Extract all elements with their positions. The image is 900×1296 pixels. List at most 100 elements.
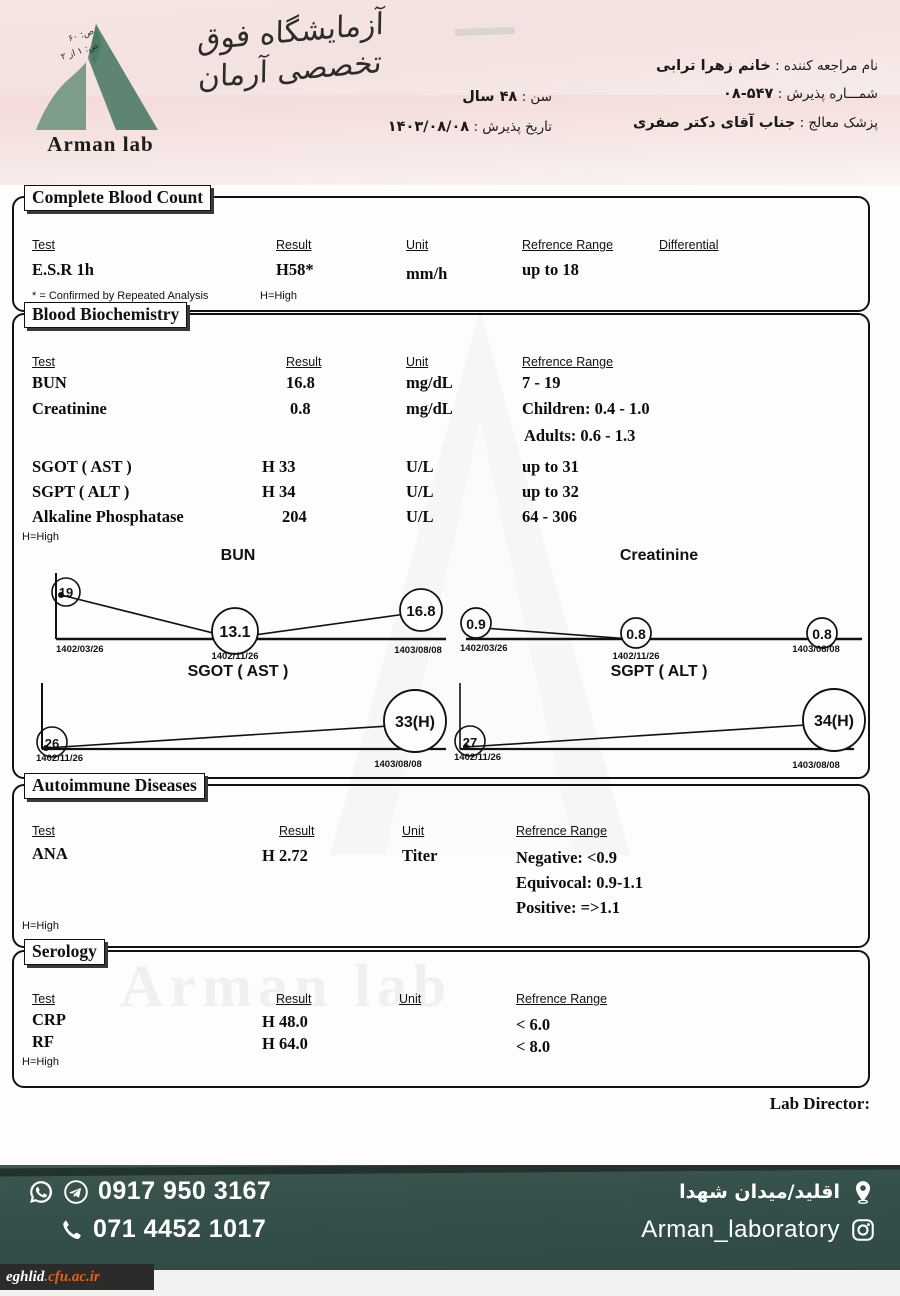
column-header-unit: Unit bbox=[406, 238, 429, 252]
table-row-sgpt-unit: U/L bbox=[406, 482, 434, 501]
paper-tint-band bbox=[0, 95, 900, 190]
table-row-sgot-reference: up to 31 bbox=[522, 457, 579, 476]
table-row-crp-test: CRP bbox=[32, 1010, 66, 1029]
table-row-sgpt-reference: up to 32 bbox=[522, 482, 579, 501]
section-title-autoimmune: Autoimmune Diseases bbox=[24, 773, 205, 799]
footnote-high-autoimmune: H=High bbox=[22, 920, 59, 932]
table-row-bun-reference: 7 - 19 bbox=[522, 373, 561, 392]
column-header-reference-sero: Refrence Range bbox=[516, 992, 608, 1006]
column-header-unit-sero: Unit bbox=[399, 992, 422, 1006]
patient-name-label: نام مراجعه کننده : bbox=[775, 58, 878, 74]
doctor-value: جناب آقای دکتر صفری bbox=[632, 114, 796, 131]
section-title-serology: Serology bbox=[24, 939, 105, 965]
chart-sgot-point-label-1: 33(H) bbox=[395, 714, 435, 731]
site-stamp: eghlid .cfu.ac.ir bbox=[0, 1264, 154, 1290]
footnote-high-biochem: H=High bbox=[22, 531, 59, 543]
lab-director-label: Lab Director: bbox=[769, 1094, 870, 1113]
chart-creatinine-point-label-2: 0.8 bbox=[812, 626, 832, 642]
section-complete-blood-count: Complete Blood Count Test Result Unit Re… bbox=[12, 185, 870, 312]
paper-body bbox=[0, 185, 900, 1160]
table-row-esr-reference: up to 18 bbox=[522, 260, 579, 279]
chart-creatinine: Creatinine 0.9 0.8 0.8 1402/03/26 1402/1… bbox=[454, 547, 864, 662]
column-header-differential: Differential bbox=[659, 238, 719, 252]
column-header-test-bio: Test bbox=[32, 355, 55, 369]
instagram-icon bbox=[850, 1217, 876, 1243]
chart-sgot: SGOT ( AST ) 26 33(H) 1402/11/26 1403/08… bbox=[28, 663, 448, 771]
footer-address-line: اقلید/میدان شهدا bbox=[641, 1179, 876, 1205]
location-pin-icon bbox=[850, 1179, 876, 1205]
table-row-esr-test: E.S.R 1h bbox=[32, 260, 94, 279]
chart-bun-tick-1: 1402/11/26 bbox=[211, 651, 258, 662]
table-row-creatinine-test: Creatinine bbox=[32, 399, 107, 418]
chart-bun-point-label-1: 13.1 bbox=[219, 624, 250, 641]
chart-sgpt-point-label-1: 34(H) bbox=[814, 713, 854, 730]
table-row-ana-result: H 2.72 bbox=[262, 846, 308, 865]
chart-creatinine-tick-2: 1403/08/08 bbox=[792, 644, 840, 655]
phone-icon bbox=[58, 1217, 84, 1243]
chart-bun-point-label-0: 19 bbox=[59, 585, 73, 600]
table-row-rf-result: H 64.0 bbox=[262, 1034, 308, 1053]
chart-sgpt-point-label-0: 27 bbox=[463, 735, 477, 750]
column-header-reference: Refrence Range bbox=[522, 238, 614, 252]
age-row: سن : ۴۸ سال bbox=[352, 82, 552, 112]
table-row-bun-test: BUN bbox=[32, 373, 67, 392]
chart-sgot-tick-1: 1403/08/08 bbox=[374, 759, 422, 770]
section-title-cbc: Complete Blood Count bbox=[24, 185, 212, 211]
column-header-test-sero: Test bbox=[32, 992, 55, 1006]
section-serology: Serology Test Result Unit Refrence Range… bbox=[12, 939, 870, 1088]
table-row-crp-reference: < 6.0 bbox=[516, 1015, 551, 1034]
chart-creatinine-tick-0: 1402/03/26 bbox=[460, 643, 508, 654]
table-row-esr-result: H58* bbox=[276, 260, 314, 279]
footer-instagram-handle: Arman_laboratory bbox=[641, 1216, 840, 1243]
table-row-creatinine-reference: Children: 0.4 - 1.0 bbox=[522, 399, 650, 418]
chart-title-sgot: SGOT ( AST ) bbox=[187, 663, 289, 680]
table-row-crp-result: H 48.0 bbox=[262, 1012, 308, 1031]
column-header-result-auto: Result bbox=[279, 824, 315, 838]
footnote-repeated-analysis: * = Confirmed by Repeated Analysis bbox=[32, 290, 209, 302]
table-row-sgot-test: SGOT ( AST ) bbox=[32, 457, 132, 476]
table-row-bun-result: 16.8 bbox=[286, 373, 315, 392]
column-header-test-auto: Test bbox=[32, 824, 55, 838]
telegram-icon bbox=[63, 1179, 89, 1205]
chart-creatinine-point-label-1: 0.8 bbox=[626, 626, 646, 642]
table-row-ana-reference-equivocal: Equivocal: 0.9-1.1 bbox=[516, 873, 643, 892]
footer-phone-block: 0917 950 3167 071 4452 1017 bbox=[28, 1177, 271, 1253]
chart-title-sgpt: SGPT ( ALT ) bbox=[610, 663, 708, 680]
lab-logo: Arman lab bbox=[18, 22, 188, 162]
admission-date-label: تاریخ پذیرش : bbox=[473, 119, 552, 136]
footnote-high-cbc: H=High bbox=[260, 290, 297, 302]
chart-sgpt-tick-0: 1402/11/26 bbox=[454, 752, 501, 763]
footer-contact-bar: 0917 950 3167 071 4452 1017 اقلید/میدان … bbox=[0, 1165, 900, 1270]
patient-meta-block: سن : ۴۸ سال تاریخ پذیرش : ۱۴۰۳/۰۸/۰۸ bbox=[352, 82, 552, 143]
column-header-reference-bio: Refrence Range bbox=[522, 355, 614, 369]
chart-sgpt-tick-1: 1403/08/08 bbox=[792, 760, 840, 771]
table-row-ana-reference-positive: Positive: =>1.1 bbox=[516, 898, 621, 917]
footnote-high-serology: H=High bbox=[22, 1056, 59, 1068]
footer-instagram-line: Arman_laboratory bbox=[641, 1216, 876, 1244]
column-header-result-sero: Result bbox=[276, 992, 312, 1006]
table-row-alp-unit: U/L bbox=[406, 507, 434, 526]
footer-address-block: اقلید/میدان شهدا Arman_laboratory bbox=[641, 1179, 876, 1255]
chart-sgot-point-label-0: 26 bbox=[45, 736, 59, 751]
table-row-esr-unit: mm/h bbox=[406, 264, 448, 283]
age-label: سن : bbox=[521, 89, 552, 105]
admission-number-label: شمـــاره پذیرش : bbox=[777, 86, 878, 103]
chart-sgot-tick-0: 1402/11/26 bbox=[36, 753, 83, 764]
chart-bun-point-label-2: 16.8 bbox=[406, 603, 435, 620]
admission-number-row: شمـــاره پذیرش : ۵۴۷-۰۸ bbox=[558, 80, 878, 108]
chart-bun-tick-2: 1403/08/08 bbox=[394, 645, 442, 656]
column-header-result: Result bbox=[276, 238, 312, 252]
column-header-unit-bio: Unit bbox=[406, 355, 429, 369]
section-title-biochemistry: Blood Biochemistry bbox=[24, 302, 188, 328]
column-header-unit-auto: Unit bbox=[402, 824, 425, 838]
table-row-creatinine-result: 0.8 bbox=[290, 399, 311, 418]
table-row-rf-reference: < 8.0 bbox=[516, 1037, 551, 1056]
chart-title-bun: BUN bbox=[220, 547, 256, 564]
table-row-alp-test: Alkaline Phosphatase bbox=[32, 507, 184, 526]
lab-logo-text: Arman lab bbox=[47, 132, 154, 156]
footer-landline-line: 071 4452 1017 bbox=[58, 1215, 271, 1244]
table-row-sgot-result: H 33 bbox=[262, 457, 296, 476]
table-row-ana-test: ANA bbox=[32, 844, 68, 863]
column-header-result-bio: Result bbox=[286, 355, 322, 369]
